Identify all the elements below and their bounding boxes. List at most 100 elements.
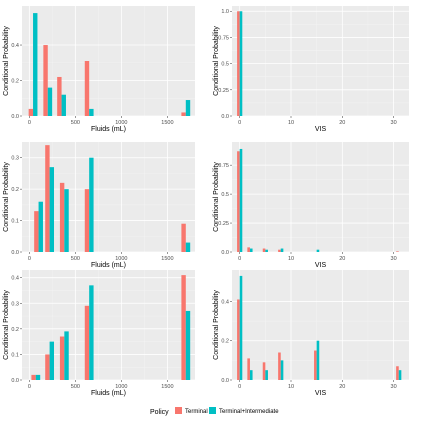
bar-terminal-intermediate (249, 370, 253, 380)
x-tick-label: 0 (238, 384, 241, 390)
y-tick-label: 0.0 (221, 114, 229, 120)
x-tick-label: 0 (28, 256, 31, 262)
bar-terminal-intermediate (249, 248, 253, 252)
bar-terminal (43, 45, 48, 116)
bar-terminal (396, 251, 399, 252)
legend-label-terminal-intermediate: Terminal+Intermediate (219, 409, 279, 415)
x-tick-label: 500 (71, 120, 80, 126)
bar-terminal-intermediate (185, 310, 191, 380)
y-axis-label: Conditional Probability (3, 290, 10, 360)
bar-terminal-intermediate (316, 340, 320, 380)
bar-terminal-intermediate (185, 100, 191, 116)
x-tick-label: 500 (71, 256, 80, 262)
bar-terminal-intermediate (47, 87, 53, 116)
x-tick-label: 30 (391, 120, 397, 126)
y-tick-label: 0.1 (11, 352, 19, 358)
panel-row3-left: 0.0 0.1 0.2 0.3 0.4 0 500 1000 1500 Fluids (mL) Co… (3, 270, 195, 397)
y-axis-label: Conditional Probability (213, 290, 220, 360)
bar-terminal-intermediate (239, 11, 243, 116)
bar-terminal-intermediate (239, 148, 243, 252)
y-tick-label: 0.2 (11, 187, 19, 193)
x-tick-label: 1000 (115, 256, 127, 262)
x-tick-label: 0 (28, 120, 31, 126)
legend-label-terminal: Terminal (185, 409, 208, 415)
x-axis-label: VIS (315, 390, 327, 397)
bar-terminal-intermediate (49, 341, 55, 380)
x-tick-label: 10 (288, 384, 294, 390)
y-tick-label: 0.2 (11, 327, 19, 333)
y-tick-label: 0.2 (11, 79, 19, 85)
panel-background (232, 142, 409, 252)
y-tick-label: 0.5 (221, 62, 229, 68)
y-tick-label: 0.2 (221, 339, 229, 345)
bar-terminal-intermediate (64, 189, 69, 252)
bar-terminal-intermediate (35, 374, 41, 380)
y-axis-label: Conditional Probability (3, 162, 10, 232)
y-tick-label: 0.0 (221, 250, 229, 256)
y-tick-label: 0.75 (218, 35, 229, 41)
y-axis-label: Conditional Probability (213, 162, 220, 232)
panel-row2-left: 0.0 0.1 0.2 0.3 0 500 1000 1500 Fluids (mL) Condi… (3, 142, 195, 269)
y-tick-label: 0.4 (11, 276, 19, 282)
y-tick-label: 0.4 (11, 43, 19, 49)
bar-terminal-intermediate (316, 249, 320, 252)
x-tick-label: 1000 (115, 384, 127, 390)
bar-terminal (181, 112, 186, 116)
x-tick-label: 1000 (115, 120, 127, 126)
x-axis-label: Fluids (mL) (91, 262, 126, 269)
bar-terminal (237, 151, 240, 252)
bar-terminal-intermediate (89, 108, 94, 116)
x-axis-label: VIS (315, 126, 327, 133)
legend-key-terminal (175, 407, 182, 414)
bar-terminal-intermediate (280, 360, 284, 380)
y-tick-label: 0.0 (11, 378, 19, 384)
bar-terminal (59, 336, 65, 380)
y-axis-label: Conditional Probability (213, 26, 220, 96)
x-tick-label: 20 (339, 120, 345, 126)
x-tick-label: 0 (28, 384, 31, 390)
bar-terminal (31, 374, 36, 380)
bar-terminal (396, 366, 399, 380)
bar-terminal (262, 362, 266, 380)
bar-terminal-intermediate (280, 248, 284, 252)
bar-terminal-intermediate (61, 94, 66, 116)
bar-terminal (84, 61, 90, 116)
panel-row1-right: 0.0 0.25 0.5 0.75 1.0 0 10 20 30 VIS Conditional P… (213, 6, 409, 133)
bar-terminal (84, 189, 90, 252)
bar-terminal (237, 299, 240, 380)
panel-background (232, 270, 409, 380)
bar-terminal (247, 247, 250, 252)
x-tick-label: 1500 (161, 120, 173, 126)
x-tick-label: 1500 (161, 256, 173, 262)
bar-terminal-intermediate (185, 242, 191, 252)
bar-terminal-intermediate (38, 201, 43, 252)
bar-terminal (45, 354, 50, 380)
y-tick-label: 0.0 (11, 250, 19, 256)
bar-terminal (28, 108, 34, 116)
bar-terminal (262, 248, 266, 252)
y-tick-label: 0.0 (221, 378, 229, 384)
bar-terminal (84, 305, 90, 380)
y-tick-label: 0.3 (11, 156, 19, 162)
panel-row2-right: 0.0 0.25 0.5 0.75 0 10 20 30 VIS Conditional Prob… (213, 142, 409, 269)
bar-terminal-intermediate (64, 331, 69, 380)
bar-terminal-intermediate (89, 157, 94, 252)
x-tick-label: 1500 (161, 384, 173, 390)
bar-terminal (237, 11, 240, 116)
x-tick-label: 20 (339, 256, 345, 262)
bar-terminal (59, 182, 65, 252)
panel-row1-left: 0.0 0.2 0.4 0 500 1000 1500 Fluids (mL) Conditio… (3, 6, 195, 133)
bar-terminal-intermediate (239, 275, 243, 380)
bar-terminal-intermediate (33, 13, 38, 117)
bar-terminal-intermediate (49, 167, 55, 252)
bar-terminal (34, 211, 39, 252)
x-axis-label: Fluids (mL) (91, 126, 126, 133)
bar-terminal (181, 223, 186, 252)
bar-terminal-intermediate (265, 370, 268, 380)
bar-terminal (181, 275, 186, 380)
bar-terminal (278, 352, 281, 380)
x-tick-label: 10 (288, 256, 294, 262)
bar-terminal (45, 145, 50, 252)
y-tick-label: 0.5 (221, 192, 229, 198)
